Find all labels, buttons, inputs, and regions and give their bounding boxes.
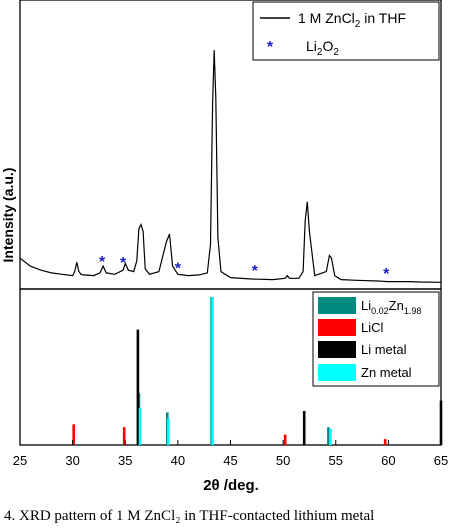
legend-swatch-zn-metal (318, 364, 356, 381)
reference-bar-li-metal (439, 400, 443, 445)
legend-label-lizn: Li0.02Zn1.98 (361, 298, 421, 316)
x-tick-label: 30 (65, 453, 79, 468)
reference-bar-zn-metal (138, 408, 142, 445)
x-axis-ticks: 25 30 35 40 45 50 55 60 65 (13, 440, 448, 468)
reference-bar-licl (383, 439, 387, 445)
x-tick-label: 25 (13, 453, 27, 468)
top-panel: * * * * * (19, 50, 442, 283)
li2o2-marker: * (99, 254, 106, 271)
legend-label-li-metal: Li metal (361, 342, 407, 357)
xrd-pattern-line (19, 50, 442, 283)
legend-swatch-li-metal (318, 341, 356, 358)
li2o2-marker: * (120, 255, 127, 272)
bottom-legend: Li0.02Zn1.98 LiCl Li metal Zn metal (312, 291, 440, 387)
legend-label-licl: LiCl (361, 320, 384, 335)
x-tick-label: 35 (118, 453, 132, 468)
legend-swatch-licl (318, 319, 356, 336)
reference-bar-licl (283, 434, 287, 445)
reference-bar-zn-metal (167, 418, 170, 445)
li2o2-marker: * (175, 261, 182, 278)
legend-swatch-lizn (318, 297, 356, 314)
x-tick-label: 60 (381, 453, 395, 468)
reference-bar-licl (72, 424, 75, 445)
legend-label-li2o2: Li2O2 (306, 38, 339, 58)
top-legend: 1 M ZnCl2 in THF * Li2O2 (252, 1, 440, 61)
reference-bar-li0-02zn1-98 (327, 427, 330, 445)
reference-bars (72, 297, 443, 445)
reference-bar-li-metal (136, 329, 140, 445)
y-axis-label: Intensity (a.u.) (0, 168, 16, 263)
li2o2-marker: * (252, 263, 259, 280)
x-tick-label: 45 (223, 453, 237, 468)
reference-bar-li-metal (302, 411, 306, 445)
legend-label-zn-metal: Zn metal (361, 365, 412, 380)
x-tick-label: 65 (434, 453, 448, 468)
reference-bar-zn-metal (211, 297, 214, 445)
x-axis-label: 2θ /deg. (203, 477, 259, 494)
legend-label-zncl2: 1 M ZnCl2 in THF (298, 10, 406, 30)
x-tick-label: 40 (171, 453, 185, 468)
figure-caption: 4. XRD pattern of 1 M ZnCl₂ in THF-conta… (4, 508, 375, 524)
legend-swatch-li2o2: * (267, 39, 274, 56)
li2o2-marker: * (383, 266, 390, 283)
reference-bar-zn-metal (329, 428, 332, 445)
li2o2-markers: * * * * * (99, 254, 390, 283)
reference-bar-licl (122, 427, 126, 445)
x-tick-label: 50 (276, 453, 290, 468)
x-tick-label: 55 (329, 453, 343, 468)
